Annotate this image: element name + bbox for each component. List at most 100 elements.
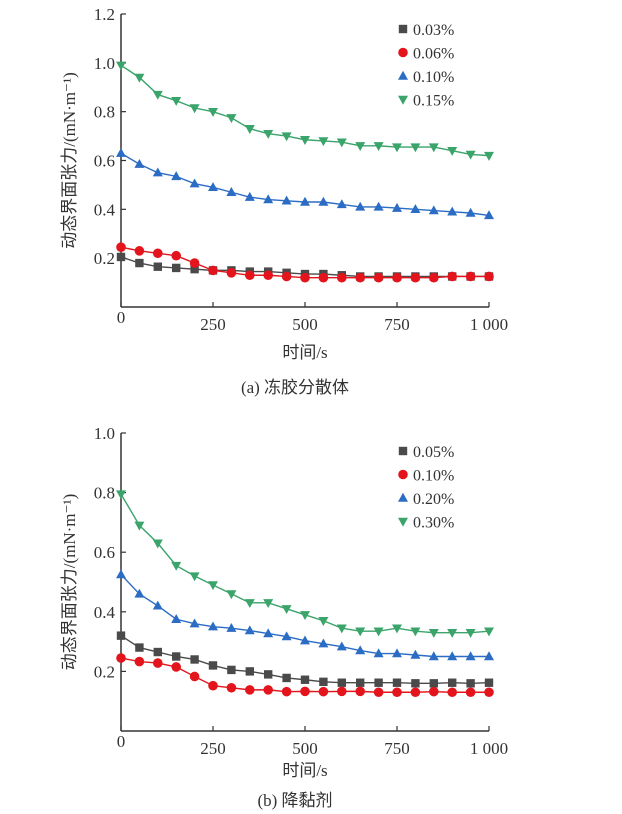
- data-point: [245, 270, 255, 281]
- y-tick-label: 0.2: [94, 662, 115, 681]
- data-point: [484, 651, 494, 661]
- data-point: [447, 687, 458, 698]
- data-point: [208, 621, 218, 631]
- data-point: [484, 678, 494, 687]
- data-point: [226, 114, 237, 123]
- data-point: [336, 199, 347, 209]
- data-point: [171, 662, 181, 672]
- data-point: [355, 272, 366, 283]
- data-point: [447, 628, 458, 638]
- data-point: [153, 262, 162, 271]
- data-point: [447, 271, 458, 282]
- data-point: [153, 248, 163, 259]
- data-point: [428, 205, 439, 215]
- data-point: [116, 490, 126, 500]
- y-tick-label: 1.2: [94, 5, 115, 24]
- series-0.10%: [116, 653, 494, 698]
- data-point: [410, 687, 421, 698]
- data-point: [392, 624, 402, 634]
- data-point: [429, 686, 439, 697]
- series-0.20%: [116, 569, 494, 661]
- data-point: [189, 104, 200, 114]
- data-point: [171, 561, 182, 571]
- data-point: [428, 628, 439, 638]
- legend-item: 0.03%: [398, 22, 454, 39]
- data-point: [373, 687, 384, 698]
- data-point: [189, 618, 200, 628]
- legend-item: 0.30%: [398, 515, 454, 532]
- data-point: [153, 647, 162, 657]
- data-point: [392, 202, 402, 212]
- data-point: [373, 627, 384, 637]
- data-point: [244, 599, 255, 609]
- data-point: [208, 680, 218, 691]
- data-point: [134, 656, 145, 667]
- data-point: [116, 631, 126, 640]
- data-point: [190, 264, 199, 274]
- data-point: [208, 182, 218, 192]
- data-point: [116, 252, 126, 262]
- data-point: [171, 614, 182, 623]
- data-point: [171, 171, 182, 181]
- legend-item: 0.10%: [398, 69, 454, 86]
- data-point: [190, 655, 199, 664]
- data-point: [484, 151, 494, 161]
- data-point: [153, 658, 163, 668]
- data-point: [227, 665, 236, 675]
- legend-item: 0.10%: [398, 468, 454, 485]
- y-axis-label: 动态界面张力/(mN·m⁻¹): [60, 494, 79, 671]
- x-axis-label: 时间/s: [282, 761, 327, 780]
- legend-marker: [398, 47, 408, 58]
- x-tick-label: 500: [292, 315, 318, 334]
- data-point: [355, 201, 366, 211]
- data-point: [263, 194, 274, 204]
- legend-label: 0.30%: [413, 515, 454, 532]
- series-0.30%: [116, 490, 494, 638]
- y-tick-label: 0.6: [94, 543, 115, 562]
- x-tick-label: 750: [384, 739, 410, 758]
- legend-marker: [398, 446, 408, 456]
- x-tick-label: 0: [117, 308, 126, 327]
- x-tick-label: 1 000: [470, 315, 508, 334]
- data-point: [189, 671, 200, 682]
- data-point: [392, 272, 402, 283]
- data-point: [135, 643, 144, 652]
- legend-label: 0.10%: [413, 69, 454, 86]
- data-point: [263, 599, 274, 609]
- legend-item: 0.06%: [398, 46, 454, 63]
- data-point: [373, 648, 384, 658]
- data-point: [410, 272, 421, 283]
- y-tick-label: 0.4: [94, 603, 116, 622]
- x-tick-label: 1 000: [470, 739, 508, 758]
- data-point: [484, 687, 494, 698]
- series-0.06%: [116, 242, 494, 283]
- data-point: [465, 271, 476, 282]
- data-point: [448, 678, 457, 687]
- y-tick-label: 0.8: [94, 103, 115, 122]
- data-point: [116, 569, 126, 579]
- data-point: [392, 143, 402, 153]
- legend-marker: [398, 492, 408, 502]
- data-point: [134, 521, 145, 531]
- data-point: [263, 270, 274, 281]
- data-point: [447, 206, 458, 216]
- data-point: [226, 622, 237, 632]
- x-tick-label: 750: [384, 315, 410, 334]
- data-point: [465, 150, 476, 160]
- data-point: [134, 246, 145, 256]
- data-point: [465, 651, 476, 661]
- data-point: [429, 272, 439, 283]
- data-point: [264, 670, 273, 679]
- series-0.05%: [116, 631, 494, 688]
- data-point: [410, 204, 421, 214]
- data-point: [208, 107, 218, 117]
- data-point: [300, 675, 310, 684]
- data-point: [281, 686, 292, 697]
- data-point: [392, 687, 402, 698]
- data-point: [318, 638, 329, 648]
- legend-label: 0.06%: [413, 46, 454, 63]
- legend-item: 0.05%: [398, 444, 454, 461]
- x-tick-label: 500: [292, 739, 318, 758]
- y-tick-label: 0.2: [94, 249, 115, 268]
- data-point: [263, 685, 274, 695]
